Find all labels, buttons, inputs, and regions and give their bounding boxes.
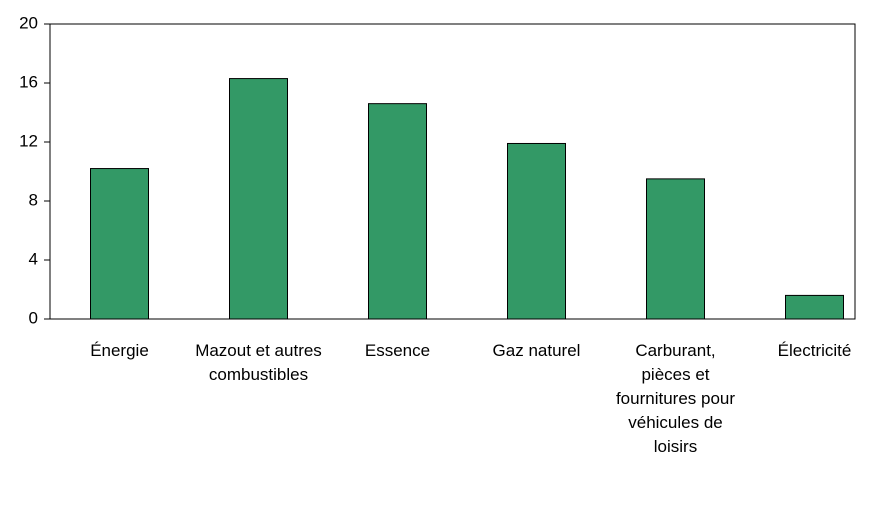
bar (646, 178, 705, 320)
x-tick-label: Mazout et autres combustibles (195, 341, 322, 384)
y-tick-label: 0 (29, 308, 38, 327)
x-tick-label: Énergie (90, 341, 149, 360)
y-tick-label: 20 (19, 13, 38, 32)
x-tick-label: Essence (364, 341, 431, 360)
y-tick-label: 4 (29, 249, 38, 268)
y-tick-label: 8 (29, 190, 38, 209)
bar (507, 142, 566, 320)
bar (785, 294, 844, 320)
bar (229, 78, 288, 320)
y-tick-label: 16 (19, 72, 38, 91)
x-tick-label: Électricité (777, 341, 852, 360)
bar (368, 103, 427, 320)
y-tick-label: 12 (19, 131, 38, 150)
bar (90, 168, 149, 320)
x-tick-label: Carburant, pièces et fournitures pour vé… (615, 341, 736, 456)
plot-frame (49, 23, 856, 320)
x-tick-label: Gaz naturel (492, 341, 581, 360)
